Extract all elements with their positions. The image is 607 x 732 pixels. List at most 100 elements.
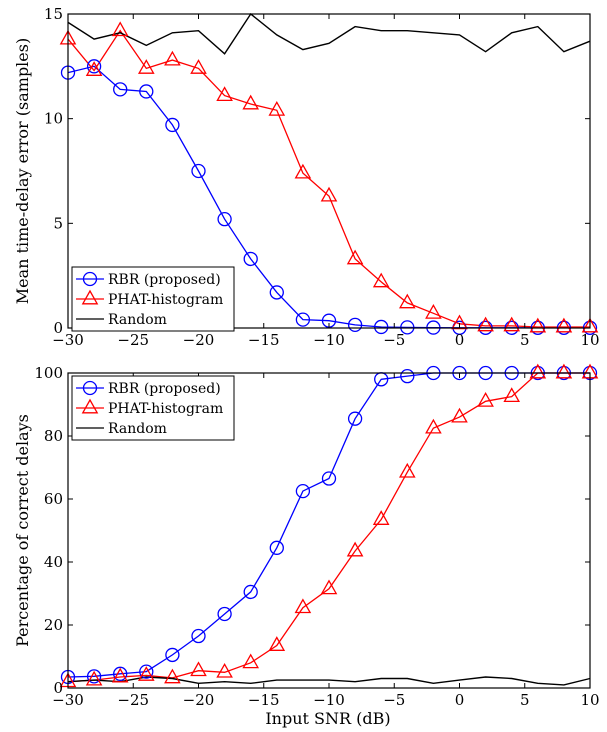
bottom-y-tick-label: 80 xyxy=(44,427,63,445)
bottom-point-phat-histogram xyxy=(242,653,260,669)
bottom-point-phat-histogram xyxy=(346,541,364,557)
bottom-point-phat-histogram xyxy=(164,668,181,684)
top-series-line-random xyxy=(67,13,591,55)
bottom-point-phat-histogram xyxy=(503,387,521,403)
top-x-tick-label: 10 xyxy=(580,331,599,349)
top-y-tick-label: 0 xyxy=(53,319,63,337)
top-legend-marker-rbr-proposed xyxy=(82,271,98,287)
bottom-series-line-phat-histogram xyxy=(67,372,590,683)
bottom-x-tick-label: −15 xyxy=(248,691,280,709)
top-point-phat-histogram xyxy=(372,272,390,288)
bottom-point-rbr-proposed xyxy=(139,664,154,679)
bottom-y-tick-label: 100 xyxy=(34,364,63,382)
bottom-point-phat-histogram xyxy=(137,666,155,681)
top-legend-label-rbr-proposed: RBR (proposed) xyxy=(108,272,221,288)
top-point-rbr-proposed xyxy=(295,312,311,327)
bottom-series-line-random xyxy=(67,676,591,686)
top-point-rbr-proposed xyxy=(400,320,415,335)
top-point-phat-histogram xyxy=(137,59,155,74)
bottom-legend-label-phat-histogram: PHAT-histogram xyxy=(108,401,223,417)
top-point-rbr-proposed xyxy=(217,211,232,227)
bottom-chart: −30 −25 −20 −15 −10 −5 0 5 10020406080100Percent… xyxy=(13,363,600,709)
top-x-tick-label: −20 xyxy=(183,331,215,349)
bottom-point-rbr-proposed xyxy=(269,540,284,555)
top-legend-marker-phat-histogram xyxy=(81,289,99,305)
bottom-point-phat-histogram xyxy=(451,407,468,423)
bottom-legend-label-rbr-proposed: RBR (proposed) xyxy=(108,381,221,397)
bottom-x-tick-label: −10 xyxy=(313,691,345,709)
bottom-point-phat-histogram xyxy=(372,510,390,525)
top-point-phat-histogram xyxy=(503,316,521,332)
bottom-y-tick-label: 40 xyxy=(44,553,63,571)
top-point-rbr-proposed xyxy=(269,285,284,300)
top-y-tick-label: 10 xyxy=(44,110,63,128)
top-point-phat-histogram xyxy=(581,317,599,333)
bottom-y-axis-label: Percentage of correct delays xyxy=(13,414,32,647)
top-chart: −30 −25 −20 −15 −10 −5 0 5 10 0 5 10 15 Mean time-del… xyxy=(13,5,600,349)
top-series-line-phat-histogram xyxy=(67,29,590,328)
top-point-phat-histogram xyxy=(398,293,416,309)
top-point-phat-histogram xyxy=(164,50,181,66)
top-x-tick-label: −15 xyxy=(248,331,280,349)
bottom-x-tick-label: 0 xyxy=(455,691,465,709)
bottom-point-phat-histogram xyxy=(529,363,547,379)
bottom-y-tick-label: 0 xyxy=(53,679,63,697)
top-point-phat-histogram xyxy=(216,86,233,102)
top-point-phat-histogram xyxy=(346,249,364,265)
bottom-x-tick-label: −20 xyxy=(183,691,215,709)
bottom-legend-marker-phat-histogram xyxy=(81,398,99,414)
top-point-rbr-proposed xyxy=(86,59,102,74)
bottom-point-phat-histogram xyxy=(85,670,103,686)
top-point-phat-histogram xyxy=(242,94,260,110)
top-y-axis-label: Mean time-delay error (samples) xyxy=(13,38,32,304)
bottom-x-tick-label: −5 xyxy=(383,691,405,709)
top-x-tick-label: 5 xyxy=(520,331,530,349)
top-point-phat-histogram xyxy=(85,61,103,76)
bottom-point-phat-histogram xyxy=(320,579,338,595)
top-x-tick-label: −25 xyxy=(117,331,149,349)
bottom-point-phat-histogram xyxy=(111,667,129,683)
bottom-x-tick-label: 5 xyxy=(520,691,530,709)
bottom-point-phat-histogram xyxy=(398,462,416,478)
top-point-phat-histogram xyxy=(320,186,338,202)
top-point-phat-histogram xyxy=(268,100,286,116)
top-point-rbr-proposed xyxy=(139,84,154,99)
bottom-point-phat-histogram xyxy=(425,418,442,434)
bottom-point-rbr-proposed xyxy=(243,584,258,600)
bottom-point-rbr-proposed xyxy=(347,411,363,426)
bottom-point-rbr-proposed xyxy=(217,606,232,622)
bottom-point-phat-histogram xyxy=(555,363,573,379)
top-point-phat-histogram xyxy=(111,21,129,37)
bottom-point-phat-histogram xyxy=(216,662,233,678)
top-y-tick-label: 15 xyxy=(44,5,63,23)
top-point-rbr-proposed xyxy=(113,82,128,97)
top-point-phat-histogram xyxy=(294,163,312,179)
top-point-rbr-proposed xyxy=(347,317,363,333)
bottom-point-phat-histogram xyxy=(190,661,207,677)
top-point-rbr-proposed xyxy=(191,163,206,179)
bottom-y-tick-label: 60 xyxy=(44,490,63,508)
top-point-rbr-proposed xyxy=(243,251,258,267)
top-point-rbr-proposed xyxy=(165,117,180,133)
top-point-phat-histogram xyxy=(555,317,573,333)
top-point-phat-histogram xyxy=(529,317,547,333)
bottom-x-tick-label: −25 xyxy=(117,691,149,709)
bottom-point-rbr-proposed xyxy=(191,628,206,644)
bottom-point-rbr-proposed xyxy=(86,669,102,684)
bottom-legend-marker-rbr-proposed xyxy=(82,380,98,396)
bottom-x-tick-label: 10 xyxy=(580,691,599,709)
top-point-phat-histogram xyxy=(477,316,494,332)
top-point-rbr-proposed xyxy=(374,319,389,335)
bottom-point-rbr-proposed xyxy=(113,666,128,681)
top-legend-label-phat-histogram: PHAT-histogram xyxy=(108,292,223,308)
top-x-tick-label: 0 xyxy=(455,331,465,349)
top-x-tick-label: −30 xyxy=(52,331,84,349)
top-x-tick-label: −5 xyxy=(383,331,405,349)
bottom-x-tick-label: −30 xyxy=(52,691,84,709)
top-point-phat-histogram xyxy=(190,59,207,74)
x-axis-label: Input SNR (dB) xyxy=(265,709,390,728)
top-x-tick-label: −10 xyxy=(313,331,345,349)
bottom-point-rbr-proposed xyxy=(295,483,311,499)
bottom-point-phat-histogram xyxy=(268,636,286,651)
